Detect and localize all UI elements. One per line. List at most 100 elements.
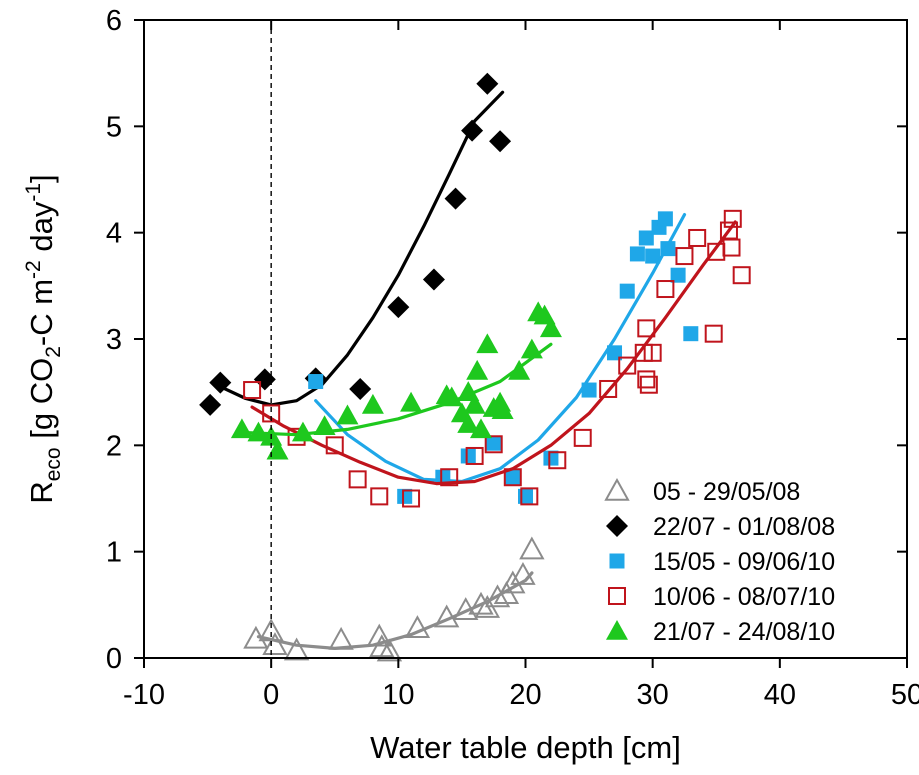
y-axis-title-part: eco xyxy=(42,447,65,481)
data-point xyxy=(683,326,699,342)
data-point xyxy=(637,370,656,389)
data-point xyxy=(638,230,654,246)
data-point xyxy=(465,446,484,465)
x-axis-ticks: -10 0 10 20 30 40 50 xyxy=(123,20,919,711)
y-axis-ticks: 0 1 2 3 4 5 6 xyxy=(106,5,907,675)
x-tick-label: -10 xyxy=(123,679,165,711)
data-point xyxy=(457,413,480,433)
data-point xyxy=(484,584,511,608)
y-tick-label: 1 xyxy=(106,537,122,569)
data-point xyxy=(476,72,499,95)
data-point xyxy=(639,375,658,394)
data-point xyxy=(402,489,421,508)
data-point xyxy=(283,637,310,661)
series-1 xyxy=(243,536,545,662)
data-point xyxy=(308,374,324,390)
data-point xyxy=(629,246,645,262)
fit-curve xyxy=(314,213,687,484)
data-point xyxy=(404,615,431,639)
data-point xyxy=(722,238,741,257)
fit-curve xyxy=(250,220,737,486)
data-point xyxy=(230,418,253,439)
data-point xyxy=(539,317,562,338)
y-axis-title-part: 2 xyxy=(42,346,65,358)
legend-item: 22/07 - 01/08/08 xyxy=(606,513,835,541)
data-point xyxy=(460,448,476,464)
y-tick-label: 3 xyxy=(106,324,122,356)
legend-marker xyxy=(606,515,628,537)
data-point xyxy=(688,228,707,247)
x-tick-label: 10 xyxy=(382,679,414,711)
y-axis-title-part: -1 xyxy=(22,183,45,202)
y-tick-label: 5 xyxy=(106,111,122,143)
plot-area xyxy=(199,72,751,662)
data-point xyxy=(484,435,503,454)
data-point xyxy=(520,487,539,506)
legend-label: 21/07 - 24/08/10 xyxy=(653,618,835,646)
data-point xyxy=(440,468,459,487)
y-axis-title-part: ] xyxy=(24,174,59,183)
legend-label: 15/05 - 09/06/10 xyxy=(653,548,835,576)
data-point xyxy=(670,267,686,283)
data-point xyxy=(643,343,662,362)
data-point xyxy=(400,391,423,412)
x-tick-label: 20 xyxy=(509,679,541,711)
data-point xyxy=(361,393,384,414)
series-4 xyxy=(243,209,751,508)
data-point xyxy=(543,450,559,466)
data-point xyxy=(469,418,492,439)
series-3 xyxy=(308,211,699,504)
data-point xyxy=(619,283,635,299)
legend-item: 05 - 29/05/08 xyxy=(604,477,800,506)
data-point xyxy=(510,562,536,585)
data-point xyxy=(376,638,403,662)
data-point xyxy=(637,319,656,338)
data-point xyxy=(463,393,486,414)
series-5 xyxy=(230,301,562,460)
data-point xyxy=(599,379,618,398)
data-point xyxy=(505,469,521,485)
data-point xyxy=(548,451,567,470)
data-point xyxy=(491,399,514,420)
fit-curve xyxy=(244,342,553,437)
y-tick-label: 6 xyxy=(106,5,122,37)
data-point xyxy=(243,381,262,400)
data-point xyxy=(440,386,463,407)
data-point xyxy=(349,377,372,400)
data-point xyxy=(336,404,359,425)
data-point xyxy=(489,130,512,153)
legend-label: 22/07 - 01/08/08 xyxy=(653,513,835,541)
data-point xyxy=(656,280,675,299)
data-point xyxy=(348,470,367,489)
series-2 xyxy=(199,72,512,416)
data-point xyxy=(370,487,389,506)
data-point xyxy=(519,536,545,560)
data-point xyxy=(247,421,270,442)
legend-marker xyxy=(606,620,628,640)
data-point xyxy=(444,187,467,210)
x-tick-label: 50 xyxy=(891,679,919,711)
data-point xyxy=(500,570,526,594)
data-point xyxy=(508,359,531,380)
data-point xyxy=(262,632,288,656)
data-point xyxy=(366,623,392,647)
x-tick-label: 30 xyxy=(637,679,669,711)
y-tick-label: 4 xyxy=(106,218,122,250)
data-point xyxy=(520,338,543,359)
data-point xyxy=(618,356,637,375)
data-point xyxy=(266,439,289,460)
legend-label: 10/06 - 08/07/10 xyxy=(653,583,835,611)
data-point xyxy=(704,324,723,343)
data-point xyxy=(199,393,222,416)
y-axis-title-part: -2 xyxy=(22,260,45,279)
y-axis-title-part: R xyxy=(24,481,59,503)
data-point xyxy=(253,368,276,391)
data-point xyxy=(675,247,694,266)
legend-label: 05 - 29/05/08 xyxy=(653,478,800,506)
fit-curve xyxy=(256,571,534,650)
data-point xyxy=(422,268,445,291)
x-axis-title: Water table depth [cm] xyxy=(370,730,681,765)
y-axis-title-part: -C m xyxy=(24,279,59,346)
y-axis-title-part: day xyxy=(24,201,59,260)
